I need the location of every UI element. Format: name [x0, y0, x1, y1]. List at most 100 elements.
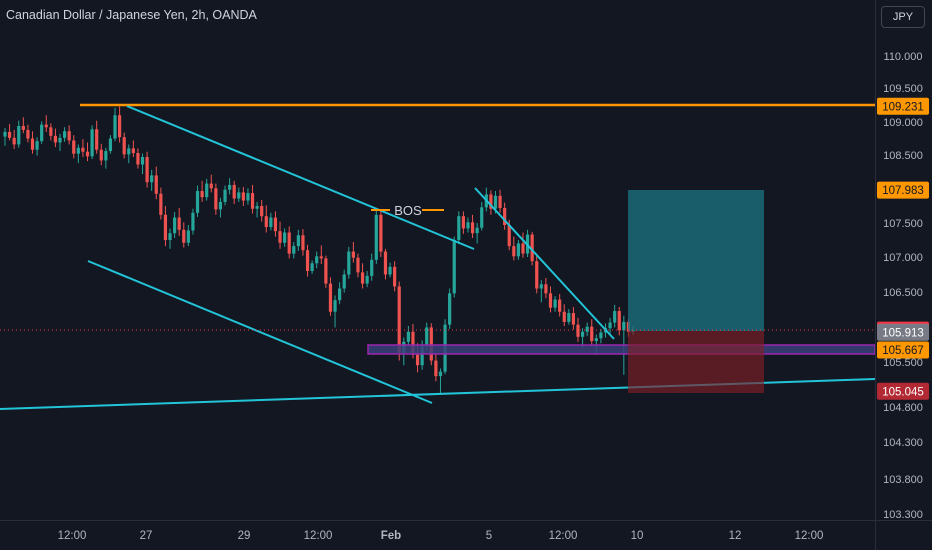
candle [360, 263, 365, 289]
candle-body [30, 138, 35, 150]
candle [535, 253, 539, 294]
channel-lower-trendline[interactable] [87, 260, 433, 404]
candle-body [457, 216, 461, 240]
time-tick-label: 12 [729, 530, 742, 542]
candle [150, 169, 154, 192]
candle [617, 306, 621, 336]
candle-body [287, 232, 291, 254]
candle-body [397, 286, 401, 353]
candle-body [498, 195, 502, 209]
candle-body [305, 250, 310, 271]
price-tags: 109.231107.983105.942105.913105.667105.0… [877, 97, 929, 400]
candle-body [12, 137, 16, 145]
price-tag-label: 105.667 [882, 345, 924, 357]
chart-title: Canadian Dollar / Japanese Yen, 2h, OAND… [6, 8, 257, 22]
price-tag: 105.913 [877, 323, 929, 341]
candle [301, 229, 305, 256]
candle-body [548, 293, 553, 308]
candle [7, 123, 12, 141]
candle [159, 187, 163, 220]
candle [195, 185, 200, 217]
price-tick-label: 105.500 [883, 357, 923, 369]
candle [12, 129, 16, 150]
price-tick-label: 107.000 [883, 252, 923, 264]
candle-body [191, 212, 195, 231]
take-profit-zone[interactable] [628, 190, 764, 331]
price-tag-label: 105.045 [882, 386, 924, 398]
candle [186, 225, 190, 247]
candle [283, 228, 287, 247]
stop-loss-zone[interactable] [628, 331, 764, 393]
candle [228, 178, 232, 195]
candle [548, 286, 553, 313]
candle [429, 323, 433, 366]
candle-body [296, 235, 300, 247]
candle-body [154, 175, 158, 194]
candle [62, 127, 67, 142]
candle [324, 255, 328, 288]
descending-trendline[interactable] [474, 187, 615, 340]
candle [40, 121, 44, 144]
currency-button[interactable]: JPY [881, 6, 925, 28]
candle [388, 262, 392, 278]
price-tick-label: 103.300 [883, 509, 923, 521]
channel-upper-trendline[interactable] [126, 105, 475, 250]
candle-body [324, 258, 328, 284]
time-tick-label: 29 [238, 530, 251, 542]
candle-body [507, 225, 511, 247]
candle-body [521, 243, 525, 254]
candle-body [3, 131, 7, 137]
candle-body [613, 311, 617, 323]
price-tick-label: 109.500 [883, 83, 923, 95]
candle [498, 189, 502, 213]
candle-body [429, 327, 433, 361]
candle [356, 253, 360, 278]
candle [26, 124, 30, 143]
candle [72, 135, 76, 159]
candle [448, 288, 452, 329]
candle-body [49, 127, 53, 136]
candle-body [7, 131, 12, 138]
price-tag: 105.045 [877, 382, 929, 400]
candle [99, 143, 103, 166]
candle-body [315, 256, 319, 264]
candle [223, 185, 227, 206]
candle [104, 147, 108, 169]
candle [310, 260, 314, 274]
candle-body [388, 266, 392, 275]
candle-body [95, 129, 99, 150]
candle-body [127, 148, 131, 155]
candle [131, 140, 135, 158]
candle [53, 128, 58, 148]
candle-body [553, 299, 557, 308]
candle-body [117, 115, 122, 138]
bos-label[interactable]: BOS [394, 203, 422, 218]
candle-body [333, 300, 337, 312]
candle-body [420, 346, 424, 366]
candle-body [594, 338, 598, 342]
support-zone[interactable] [367, 344, 876, 355]
price-tag-label: 105.913 [882, 327, 924, 339]
time-axis[interactable]: 12:00 27 29 12:00 Feb 5 12:00 10 12 12:00 [58, 530, 824, 542]
candle [539, 280, 543, 303]
candle-body [76, 147, 80, 154]
candle [81, 139, 85, 158]
drawings-layer[interactable]: BOS [0, 103, 876, 410]
candle-body [195, 191, 200, 213]
price-tick-label: 104.800 [883, 402, 923, 414]
candle [328, 277, 333, 316]
candle-body [617, 311, 621, 331]
candle [342, 269, 346, 293]
candle-body [567, 313, 571, 322]
candle [503, 202, 507, 230]
candle [480, 201, 484, 231]
candle-body [338, 288, 342, 301]
candle [512, 236, 516, 261]
candle-body [310, 263, 314, 271]
candle-body [99, 149, 103, 161]
price-tag: 109.231 [877, 97, 929, 115]
candle [237, 187, 241, 202]
